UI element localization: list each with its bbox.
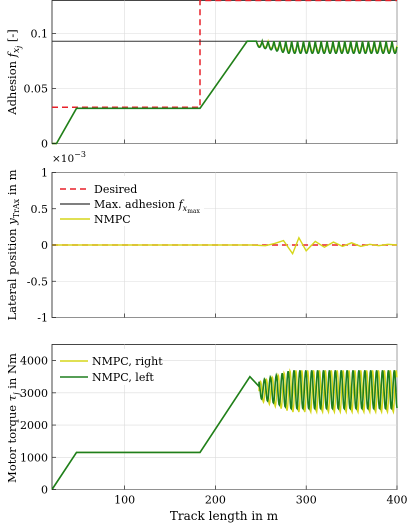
x-tick-label: 200	[205, 494, 226, 507]
series-line-nmpc-left-area	[52, 38, 398, 145]
y-tick-label: 2000	[20, 419, 48, 432]
torque-legend: NMPC, right NMPC, left	[56, 349, 163, 385]
torque-x-ticks: 100 200 300 400	[114, 485, 407, 507]
lateral-series	[52, 236, 398, 256]
scale-exponent: ×10−3	[52, 150, 86, 165]
adhesion-y-ticks: 0 0.05 0.1	[24, 28, 56, 151]
adhesion-grid	[52, 0, 398, 144]
lateral-legend: Desired Max. adhesion fxmax NMPC	[56, 176, 204, 226]
series-line-nmpc-area	[52, 38, 398, 145]
x-tick-label: 100	[114, 494, 135, 507]
torque-y-label: Motor torque τj in Nm	[5, 353, 21, 483]
legend-background	[56, 176, 204, 226]
series-line-nmpc-left	[51, 370, 398, 490]
y-tick-label: 0.05	[24, 83, 49, 96]
lateral-y-ticks: -1 -0.5 0 0.5 1	[27, 167, 56, 325]
y-tick-label: -0.5	[27, 275, 48, 288]
y-tick-label: 0	[41, 138, 48, 151]
adhesion-x-ticks	[124, 139, 398, 144]
adhesion-y-label: Adhesion fxj [-]	[5, 29, 23, 115]
y-tick-label: 4000	[20, 355, 48, 368]
x-tick-label: 300	[296, 494, 317, 507]
y-tick-label: 0.5	[31, 203, 49, 216]
y-tick-label: 1	[41, 167, 48, 180]
x-axis-label: Track length in m	[170, 509, 279, 523]
motor-torque-panel: 0 1000 2000 3000 4000 100 200 300 400 NMPC, rig…	[5, 344, 407, 523]
torque-series	[51, 368, 398, 490]
y-tick-label: 0.1	[31, 28, 49, 41]
legend-label-nmpc: NMPC	[94, 213, 131, 226]
legend-label-nmpc-right: NMPC, right	[92, 355, 163, 368]
y-tick-label: 0	[41, 239, 48, 252]
y-tick-label: 1000	[20, 451, 48, 464]
y-tick-label: 0	[41, 484, 48, 497]
y-tick-label: 3000	[20, 387, 48, 400]
legend-label-desired: Desired	[94, 183, 137, 196]
legend-background	[56, 349, 156, 385]
torque-y-ticks: 0 1000 2000 3000 4000	[20, 355, 56, 497]
series-line-desired	[52, 0, 397, 108]
legend-label-nmpc-left: NMPC, left	[92, 371, 154, 384]
series-line-nmpc	[52, 236, 398, 256]
legend-label-max-adhesion: Max. adhesion fxmax	[94, 198, 200, 215]
lateral-position-panel: ×10−3 -1 -0.5 0 0.5 1 Desired Max. adhesion …	[5, 150, 398, 325]
x-tick-label: 400	[387, 494, 407, 507]
y-tick-label: -1	[37, 312, 48, 325]
adhesion-panel: 0 0.05 0.1 Adhesion fxj [-]	[5, 0, 398, 151]
lateral-x-ticks	[124, 313, 398, 318]
adhesion-axes-frame	[51, 0, 398, 144]
adhesion-series	[52, 0, 398, 145]
lateral-y-label: Lateral position yTrAx in m	[5, 169, 21, 320]
